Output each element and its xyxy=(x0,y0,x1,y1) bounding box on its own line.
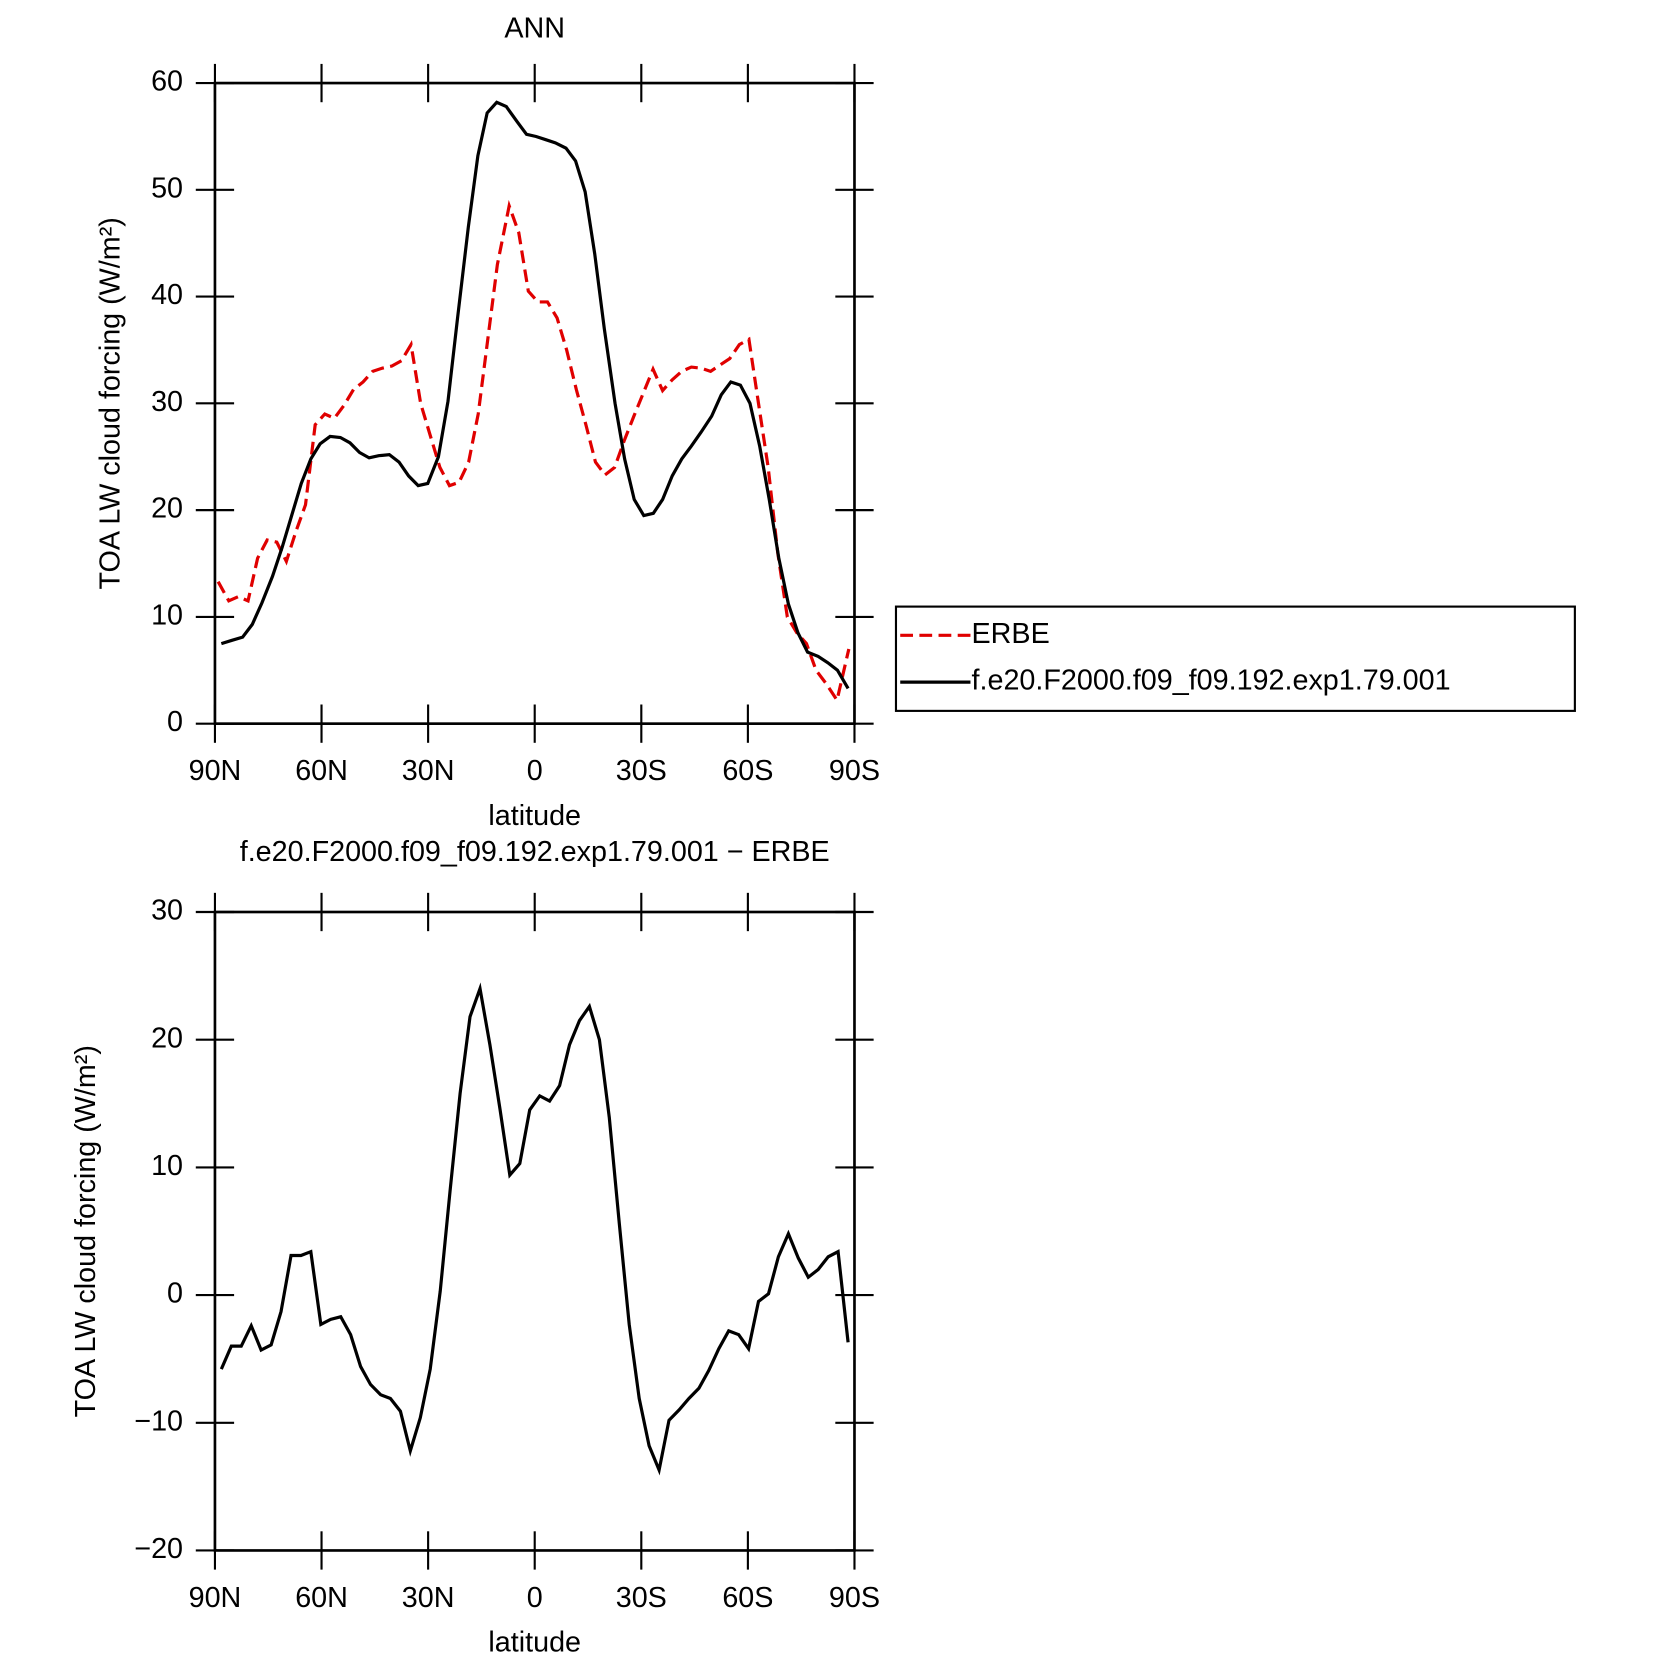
legend-box xyxy=(894,605,1576,712)
y-axis-label: TOA LW cloud forcing (W/m²) xyxy=(70,1045,102,1417)
x-tick-label: 30N xyxy=(402,1582,455,1614)
y-tick-label: 20 xyxy=(151,493,183,525)
y-tick-label: −10 xyxy=(134,1405,183,1437)
y-axis-label: TOA LW cloud forcing (W/m²) xyxy=(94,217,126,589)
x-tick-label: 30N xyxy=(402,755,455,787)
chart-title: f.e20.F2000.f09_f09.192.exp1.79.001 − ER… xyxy=(240,836,830,868)
x-tick-label: 60N xyxy=(295,755,348,787)
data-line xyxy=(220,100,850,690)
legend: ERBE f.e20.F2000.f09_f09.192.exp1.79.001 xyxy=(894,605,1576,712)
x-axis-label: latitude xyxy=(488,800,581,832)
x-tick-label: 90S xyxy=(829,755,880,787)
y-tick-label: 10 xyxy=(151,1150,183,1182)
y-tick-label: 10 xyxy=(151,599,183,631)
x-tick-label: 90S xyxy=(829,1582,880,1614)
x-tick-label: 30S xyxy=(616,1582,667,1614)
y-tick-label: −20 xyxy=(134,1533,183,1565)
y-tick-label: 0 xyxy=(167,706,183,738)
plot-frame xyxy=(213,81,856,725)
data-line xyxy=(219,982,850,1476)
data-line xyxy=(216,199,851,705)
x-tick-label: 0 xyxy=(527,1582,543,1614)
x-tick-label: 60N xyxy=(295,1582,348,1614)
plot-frame xyxy=(213,910,856,1552)
legend-label: ERBE xyxy=(972,618,1050,650)
y-tick-label: 30 xyxy=(151,386,183,418)
y-tick-label: 40 xyxy=(151,279,183,311)
y-tick-label: 20 xyxy=(151,1022,183,1054)
x-tick-label: 30S xyxy=(616,755,667,787)
x-tick-label: 60S xyxy=(722,755,773,787)
x-tick-label: 0 xyxy=(527,755,543,787)
x-tick-label: 60S xyxy=(722,1582,773,1614)
y-tick-label: 0 xyxy=(167,1278,183,1310)
legend-label: f.e20.F2000.f09_f09.192.exp1.79.001 xyxy=(972,665,1451,697)
x-axis-label: latitude xyxy=(488,1627,581,1658)
chart-title: ANN xyxy=(504,12,565,44)
x-tick-label: 90N xyxy=(189,1582,242,1614)
y-tick-label: 30 xyxy=(151,895,183,927)
y-tick-label: 60 xyxy=(151,66,183,98)
x-tick-label: 90N xyxy=(189,755,242,787)
y-tick-label: 50 xyxy=(151,172,183,204)
